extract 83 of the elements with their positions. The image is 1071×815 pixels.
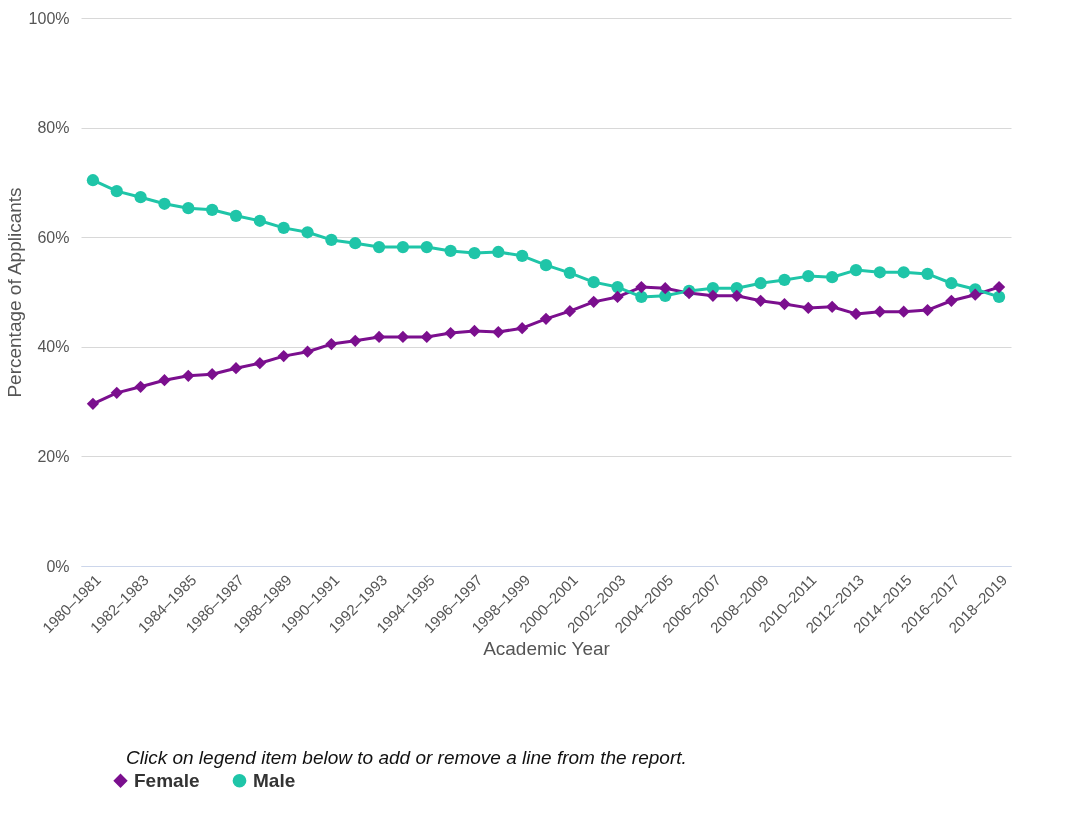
point (516, 249, 529, 262)
point (587, 276, 600, 289)
y-axis-title: Percentage of Applicants (3, 187, 25, 398)
point (659, 282, 672, 295)
y-tick-label: 40% (37, 338, 70, 356)
point (539, 312, 553, 325)
point (873, 305, 886, 318)
point (539, 259, 553, 272)
point (921, 303, 934, 317)
point (826, 300, 839, 313)
point (492, 245, 505, 259)
point (277, 221, 290, 234)
point (992, 290, 1006, 304)
point (86, 174, 100, 187)
point (563, 305, 576, 318)
point (420, 330, 433, 344)
point (635, 280, 648, 294)
point (325, 233, 338, 247)
point (182, 369, 195, 382)
point (349, 334, 362, 347)
point (420, 240, 433, 254)
point (110, 386, 123, 399)
y-tick-label: 20% (37, 447, 70, 465)
legend-label: Male (253, 769, 296, 791)
point (778, 273, 791, 287)
point (277, 349, 290, 363)
point (444, 244, 457, 258)
point (778, 297, 791, 311)
text: Click on legend item below to add or remove a line from the report. (126, 747, 687, 768)
point (730, 289, 743, 302)
point (301, 345, 314, 358)
point (206, 368, 219, 381)
point (897, 305, 910, 318)
point (468, 246, 481, 260)
point (444, 326, 457, 340)
point (253, 214, 266, 227)
point (110, 185, 123, 198)
point (897, 266, 910, 279)
point (992, 280, 1006, 294)
point (325, 337, 338, 351)
point (563, 266, 576, 279)
point (134, 191, 147, 204)
point (372, 330, 386, 344)
point (826, 271, 839, 284)
x-axis-title: Academic Year (483, 638, 611, 660)
point (921, 267, 934, 281)
point (158, 374, 171, 387)
point (372, 240, 386, 254)
point (873, 266, 886, 279)
point (849, 263, 863, 277)
point (492, 325, 505, 339)
point (802, 270, 815, 283)
point (134, 380, 147, 393)
point (587, 295, 600, 308)
point (182, 202, 195, 215)
point (86, 397, 100, 410)
point (206, 203, 219, 216)
point (468, 324, 481, 338)
point (158, 197, 171, 210)
point (849, 307, 863, 321)
point (945, 277, 958, 290)
point (301, 226, 314, 239)
point (969, 288, 982, 301)
point (396, 240, 410, 254)
point (754, 277, 767, 290)
point (396, 330, 410, 344)
point (754, 294, 767, 307)
y-tick-label: 100% (28, 9, 70, 27)
point (253, 357, 266, 370)
point (945, 294, 958, 307)
point (229, 362, 243, 375)
point (635, 290, 648, 304)
y-tick-label: 60% (37, 228, 70, 246)
point (802, 301, 815, 315)
legend-label: Female (134, 769, 200, 791)
point (349, 237, 362, 250)
y-tick-label: 0% (46, 557, 70, 575)
point (611, 280, 624, 294)
point (229, 209, 243, 222)
point (706, 289, 720, 302)
y-tick-label: 80% (37, 119, 70, 137)
point (611, 290, 624, 304)
point (516, 322, 529, 335)
